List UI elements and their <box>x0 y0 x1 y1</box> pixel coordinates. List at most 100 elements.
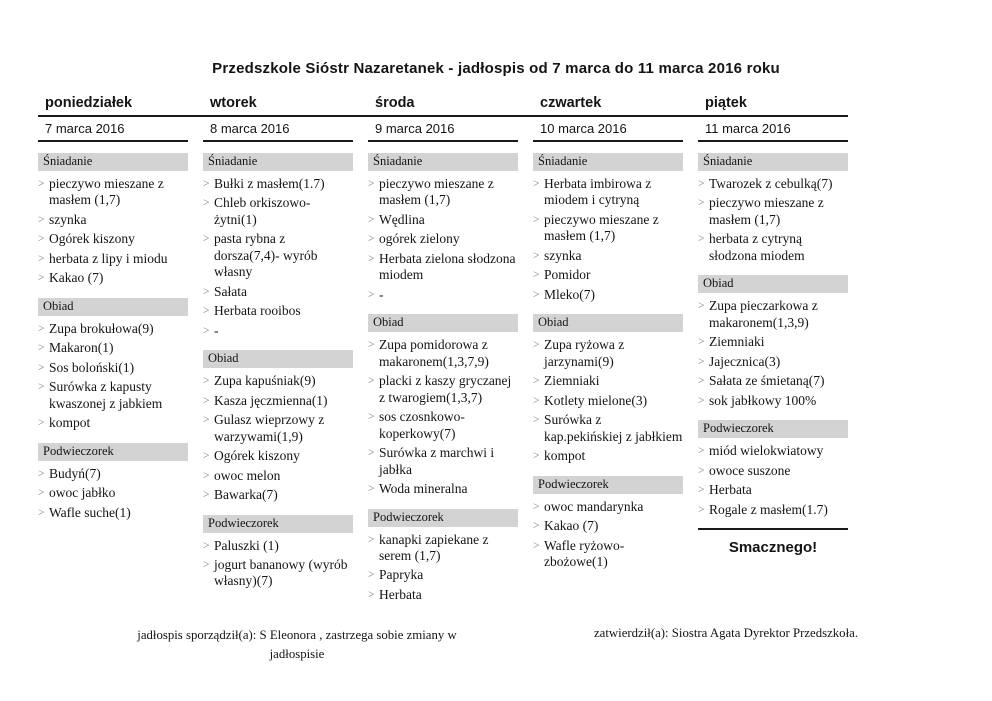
menu-item: Herbata <box>698 482 848 498</box>
menu-item: herbata z cytryną słodzona miodem <box>698 231 848 264</box>
section-header: Śniadanie <box>698 153 848 171</box>
menu-item: Sałata ze śmietaną(7) <box>698 373 848 389</box>
menu-item: owoc mandarynka <box>533 499 683 515</box>
menu-item: pieczywo mieszane z masłem (1,7) <box>368 176 518 209</box>
day-column-5: 11 marca 2016 Śniadanie Twarozek z cebulką… <box>698 117 848 606</box>
menu-table: poniedziałek wtorek środa czwartek piątek 7 … <box>38 94 848 606</box>
day-columns: 7 marca 2016 Śniadanie pieczywo mieszane z… <box>38 117 848 606</box>
page-title: Przedszkole Sióstr Nazaretanek - jadłosp… <box>212 60 780 77</box>
day-name-3: środa <box>375 95 415 111</box>
menu-item: pieczywo mieszane z masłem (1,7) <box>698 195 848 228</box>
menu-item: Ziemniaki <box>698 334 848 350</box>
menu-item: - <box>368 287 518 303</box>
menu-item: Zupa kapuśniak(9) <box>203 373 353 389</box>
menu-item: Chleb orkiszowo-żytni(1) <box>203 195 353 228</box>
menu-item: sok jabłkowy 100% <box>698 393 848 409</box>
menu-item: Sos boloński(1) <box>38 360 188 376</box>
footer-prepared-by: jadłospis sporządził(a): S Eleonora , za… <box>137 628 457 661</box>
menu-item: Herbata <box>368 587 518 603</box>
section-header: Podwieczorek <box>368 508 518 527</box>
closing-note: Smacznego! <box>698 528 848 556</box>
menu-item: owoc melon <box>203 468 353 484</box>
menu-item: Mleko(7) <box>533 287 683 303</box>
menu-item: Rogale z masłem(1.7) <box>698 502 848 518</box>
menu-item: Paluszki (1) <box>203 538 353 554</box>
menu-item: Kakao (7) <box>533 518 683 534</box>
menu-item: Zupa brokułowa(9) <box>38 321 188 337</box>
menu-item: Surówka z kapusty kwaszonej z jabkiem <box>38 379 188 412</box>
menu-item: Ogórek kiszony <box>38 231 188 247</box>
day-date: 10 marca 2016 <box>533 117 683 142</box>
section-header: Śniadanie <box>533 153 683 171</box>
section-header: Obiad <box>38 297 188 316</box>
day-column-4: 10 marca 2016 Śniadanie Herbata imbirowa z… <box>533 117 683 606</box>
menu-item: Herbata rooibos <box>203 303 353 319</box>
day-date: 9 marca 2016 <box>368 117 518 142</box>
section-header: Obiad <box>698 275 848 294</box>
menu-item: Budyń(7) <box>38 466 188 482</box>
section-header: Śniadanie <box>368 153 518 171</box>
section-header: Podwieczorek <box>533 475 683 494</box>
menu-item: Bułki z masłem(1.7) <box>203 176 353 192</box>
section-header: Śniadanie <box>38 153 188 171</box>
day-column-2: 8 marca 2016 Śniadanie Bułki z masłem(1.7)… <box>203 117 353 606</box>
section-header: Podwieczorek <box>203 514 353 533</box>
menu-item: Makaron(1) <box>38 340 188 356</box>
menu-item: placki z kaszy gryczanej z twarogiem(1,3… <box>368 373 518 406</box>
menu-item: sos czosnkowo-koperkowy(7) <box>368 409 518 442</box>
day-name-1: poniedziałek <box>45 95 133 111</box>
section-header: Podwieczorek <box>698 420 848 439</box>
menu-item: Pomidor <box>533 267 683 283</box>
menu-item: ogórek zielony <box>368 231 518 247</box>
menu-item: - <box>203 323 353 339</box>
menu-item: Wędlina <box>368 212 518 228</box>
day-names-row: poniedziałek wtorek środa czwartek piątek <box>38 94 848 117</box>
menu-item: Kasza jęczmienna(1) <box>203 393 353 409</box>
menu-item: Kotlety mielone(3) <box>533 393 683 409</box>
menu-item: kompot <box>38 415 188 431</box>
day-name-4: czwartek <box>540 95 602 111</box>
menu-item: Zupa ryżowa z jarzynami(9) <box>533 337 683 370</box>
menu-item: Ziemniaki <box>533 373 683 389</box>
menu-item: Wafle ryżowo-zbożowe(1) <box>533 538 683 571</box>
day-date: 7 marca 2016 <box>38 117 188 142</box>
day-date: 11 marca 2016 <box>698 117 848 142</box>
day-column-1: 7 marca 2016 Śniadanie pieczywo mieszane z… <box>38 117 188 606</box>
menu-item: Woda mineralna <box>368 481 518 497</box>
section-header: Obiad <box>533 314 683 333</box>
section-header: Podwieczorek <box>38 442 188 461</box>
day-name-2: wtorek <box>210 95 257 111</box>
menu-item: owoce suszone <box>698 463 848 479</box>
menu-item: Ogórek kiszony <box>203 448 353 464</box>
menu-item: pieczywo mieszane z masłem (1,7) <box>38 176 188 209</box>
menu-item: pasta rybna z dorsza(7,4)- wyrób własny <box>203 231 353 280</box>
footer-approved-by: zatwierdził(a): Siostra Agata Dyrektor P… <box>594 626 859 640</box>
menu-item: Herbata imbirowa z miodem i cytryną <box>533 176 683 209</box>
menu-item: Zupa pieczarkowa z makaronem(1,3,9) <box>698 298 848 331</box>
day-column-3: 9 marca 2016 Śniadanie pieczywo mieszane z… <box>368 117 518 606</box>
menu-item: Surówka z marchwi i jabłka <box>368 445 518 478</box>
menu-item: Papryka <box>368 567 518 583</box>
menu-item: Zupa pomidorowa z makaronem(1,3,7,9) <box>368 337 518 370</box>
menu-item: Sałata <box>203 284 353 300</box>
menu-item: Surówka z kap.pekińskiej z jabłkiem <box>533 412 683 445</box>
menu-item: Jajecznica(3) <box>698 354 848 370</box>
menu-item: szynka <box>38 212 188 228</box>
menu-item: owoc jabłko <box>38 485 188 501</box>
section-header: Śniadanie <box>203 153 353 171</box>
menu-item: Kakao (7) <box>38 270 188 286</box>
footer: jadłospis sporządził(a): S Eleonora , za… <box>0 626 992 663</box>
menu-item: kanapki zapiekane z serem (1,7) <box>368 532 518 565</box>
day-name-5: piątek <box>705 95 747 111</box>
menu-item: Gulasz wieprzowy z warzywami(1,9) <box>203 412 353 445</box>
day-date: 8 marca 2016 <box>203 117 353 142</box>
menu-item: Bawarka(7) <box>203 487 353 503</box>
menu-item: Herbata zielona słodzona miodem <box>368 251 518 284</box>
menu-item: Wafle suche(1) <box>38 505 188 521</box>
menu-item: jogurt bananowy (wyrób własny)(7) <box>203 557 353 590</box>
menu-item: herbata z lipy i miodu <box>38 251 188 267</box>
menu-item: Twarozek z cebulką(7) <box>698 176 848 192</box>
menu-item: miód wielokwiatowy <box>698 443 848 459</box>
section-header: Obiad <box>368 314 518 333</box>
